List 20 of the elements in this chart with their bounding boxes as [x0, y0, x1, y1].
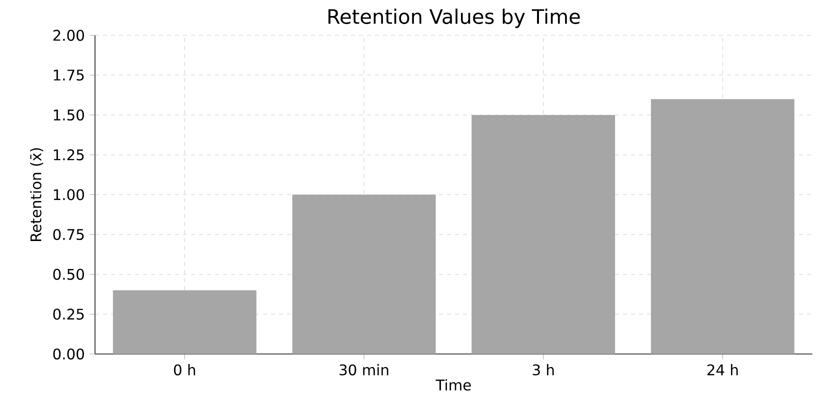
y-tick-label: 0.75 [53, 228, 84, 240]
x-tick-label: 30 min [340, 364, 388, 376]
bar [292, 194, 436, 354]
x-tick-label: 3 h [532, 364, 554, 376]
y-tick-label: 2.00 [53, 30, 84, 41]
x-tick-label: 24 h [707, 364, 738, 376]
chart-title: Retention Values by Time [328, 8, 580, 28]
x-axis-title: Time [436, 379, 471, 391]
y-axis-title: Retention (x̄) [30, 148, 44, 241]
y-tick-label: 1.50 [54, 109, 84, 121]
bar [650, 99, 794, 354]
x-tick-label: 0 h [174, 364, 196, 376]
bar [472, 114, 616, 354]
y-tick-label: 0.00 [53, 348, 84, 360]
y-tick-label: 1.75 [54, 70, 84, 81]
y-tick-label: 1.00 [54, 189, 84, 200]
y-tick-label: 1.25 [54, 149, 84, 160]
y-tick-label: 0.50 [53, 268, 84, 280]
bar [112, 290, 256, 354]
y-tick-label: 0.25 [53, 308, 84, 320]
